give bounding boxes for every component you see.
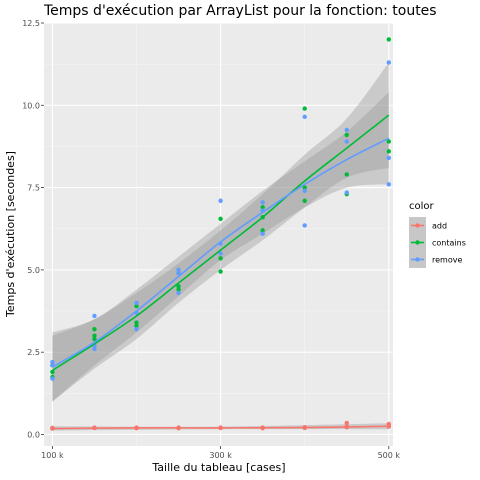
data-point-contains [386,37,391,42]
data-point-remove [302,223,307,228]
fit-line-remove [52,137,390,368]
data-point-contains [134,303,139,309]
data-point-contains [176,287,181,292]
fit-line-add [52,425,389,430]
data-point-remove [344,190,349,195]
x-tick-label: 300 k [209,451,232,460]
data-point-contains [218,216,223,222]
legend: color add contains remove [409,201,466,268]
y-tick-label: 10.0 [22,101,40,110]
x-tick-label: 500 k [378,451,401,460]
data-point-contains [134,320,139,325]
y-tick-label: 5.0 [27,266,40,275]
data-point-remove [176,267,181,273]
legend-point-add [415,223,420,228]
data-point-remove [386,60,391,65]
data-point-contains [302,185,307,190]
plot-panel [44,23,393,446]
fit-line-contains [51,114,390,371]
data-points [50,37,391,431]
data-point-remove [50,376,55,381]
data-point-contains [92,336,97,342]
data-point-contains [386,149,391,154]
y-axis-title: Temps d'exécution [secondes] [4,151,17,318]
legend-label-add: add [432,222,447,231]
data-point-remove [92,346,97,352]
data-point-contains [134,323,139,329]
data-point-remove [134,300,139,306]
data-point-contains [386,139,391,144]
data-point-contains [92,333,97,338]
data-point-remove [92,313,97,319]
data-point-contains [50,369,55,375]
legend-point-remove [415,257,420,262]
data-point-contains [344,132,349,138]
data-point-remove [134,326,139,332]
data-point-remove [260,200,265,205]
fit-lines [51,114,390,430]
data-point-contains [260,205,265,210]
legend-title: color [409,201,435,212]
data-point-contains [344,172,349,177]
data-point-contains [218,256,223,261]
chart-title: Temps d'exécution par ArrayList pour la … [43,3,437,19]
data-point-contains [176,284,181,289]
grid-lines [44,22,393,446]
data-point-remove [344,127,349,133]
x-axis-title: Taille du tableau [cases] [151,461,285,474]
y-tick-label: 2.5 [27,348,40,357]
data-point-remove [260,231,265,236]
data-point-contains [260,228,265,233]
data-point-remove [344,139,349,144]
data-point-remove [176,270,181,276]
data-point-contains [92,326,97,332]
data-point-contains [218,269,223,274]
data-point-contains [302,106,307,111]
data-point-contains [302,198,307,203]
data-point-remove [386,155,391,161]
data-point-remove [302,114,307,120]
legend-label-remove: remove [432,256,462,265]
data-point-remove [218,251,223,256]
data-point-remove [386,182,391,187]
data-point-remove [50,359,55,365]
y-tick-label: 0.0 [27,430,40,439]
y-tick-label: 12.5 [22,19,40,28]
data-point-add [344,420,349,426]
y-tick-label: 7.5 [27,184,40,193]
axes: 0.0 2.5 5.0 7.5 10.0 12.5 100 k 300 k 500 k [22,19,400,460]
x-tick-label: 100 k [41,451,64,460]
data-point-remove [302,188,307,194]
legend-point-contains [415,240,420,245]
legend-label-contains: contains [432,239,466,248]
data-point-remove [218,198,223,203]
data-point-remove [176,290,181,296]
